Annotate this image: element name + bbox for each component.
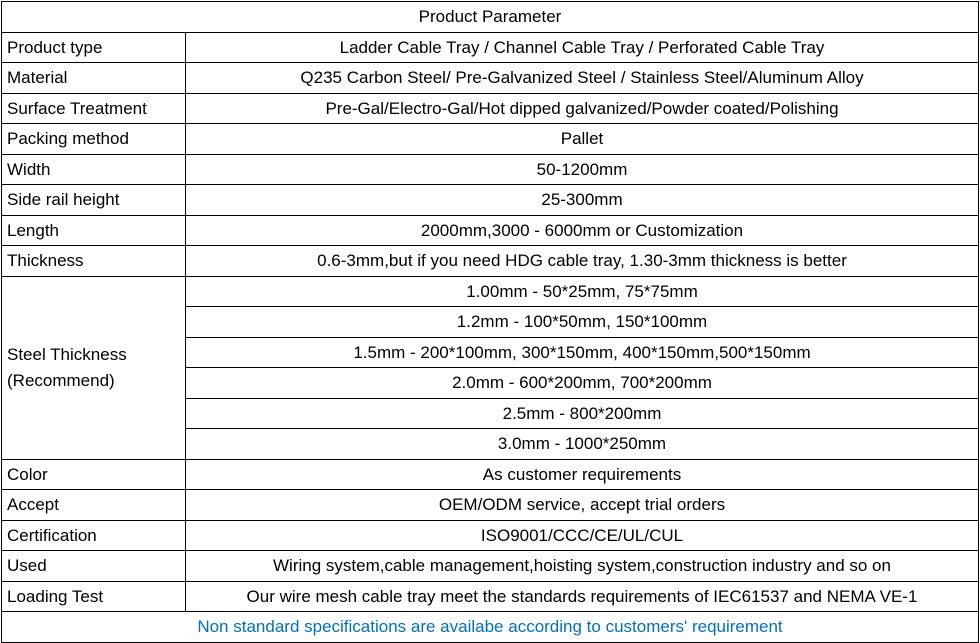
table-row: Accept OEM/ODM service, accept trial ord… xyxy=(2,490,979,521)
product-parameter-table: Product Parameter Product type Ladder Ca… xyxy=(1,1,979,643)
row-label: Length xyxy=(2,215,186,246)
row-value: 50-1200mm xyxy=(186,154,979,185)
row-label: Surface Treatment xyxy=(2,93,186,124)
row-label: Side rail height xyxy=(2,185,186,216)
table-header-row: Product Parameter xyxy=(2,2,979,33)
table-footer-row: Non standard specifications are availabe… xyxy=(2,612,979,643)
table-row: Product type Ladder Cable Tray / Channel… xyxy=(2,32,979,63)
row-value: Wiring system,cable management,hoisting … xyxy=(186,551,979,582)
table-row: Steel Thickness (Recommend) 1.00mm - 50*… xyxy=(2,276,979,307)
row-label: Loading Test xyxy=(2,581,186,612)
steel-thickness-value: 1.5mm - 200*100mm, 300*150mm, 400*150mm,… xyxy=(186,337,979,368)
row-value: Q235 Carbon Steel/ Pre-Galvanized Steel … xyxy=(186,63,979,94)
row-label: Accept xyxy=(2,490,186,521)
steel-thickness-label: Steel Thickness (Recommend) xyxy=(2,276,186,459)
row-label: Product type xyxy=(2,32,186,63)
table-row: Side rail height 25-300mm xyxy=(2,185,979,216)
row-label: Color xyxy=(2,459,186,490)
table-row: Color As customer requirements xyxy=(2,459,979,490)
row-value: Our wire mesh cable tray meet the standa… xyxy=(186,581,979,612)
row-label: Thickness xyxy=(2,246,186,277)
row-label: Width xyxy=(2,154,186,185)
table-row: Used Wiring system,cable management,hois… xyxy=(2,551,979,582)
table-row: Certification ISO9001/CCC/CE/UL/CUL xyxy=(2,520,979,551)
steel-thickness-value: 1.00mm - 50*25mm, 75*75mm xyxy=(186,276,979,307)
row-value: Ladder Cable Tray / Channel Cable Tray /… xyxy=(186,32,979,63)
row-label: Used xyxy=(2,551,186,582)
table-row: Packing method Pallet xyxy=(2,124,979,155)
table-row: Surface Treatment Pre-Gal/Electro-Gal/Ho… xyxy=(2,93,979,124)
row-value: Pallet xyxy=(186,124,979,155)
row-label: Packing method xyxy=(2,124,186,155)
row-value: 0.6-3mm,but if you need HDG cable tray, … xyxy=(186,246,979,277)
steel-thickness-value: 1.2mm - 100*50mm, 150*100mm xyxy=(186,307,979,338)
row-value: OEM/ODM service, accept trial orders xyxy=(186,490,979,521)
steel-thickness-value: 2.0mm - 600*200mm, 700*200mm xyxy=(186,368,979,399)
steel-thickness-value: 3.0mm - 1000*250mm xyxy=(186,429,979,460)
row-label: Certification xyxy=(2,520,186,551)
table-row: Width 50-1200mm xyxy=(2,154,979,185)
steel-thickness-value: 2.5mm - 800*200mm xyxy=(186,398,979,429)
table-row: Material Q235 Carbon Steel/ Pre-Galvaniz… xyxy=(2,63,979,94)
table-title: Product Parameter xyxy=(2,2,979,33)
footer-note: Non standard specifications are availabe… xyxy=(2,612,979,643)
row-value: As customer requirements xyxy=(186,459,979,490)
table-row: Thickness 0.6-3mm,but if you need HDG ca… xyxy=(2,246,979,277)
table-row: Loading Test Our wire mesh cable tray me… xyxy=(2,581,979,612)
row-value: Pre-Gal/Electro-Gal/Hot dipped galvanize… xyxy=(186,93,979,124)
row-value: ISO9001/CCC/CE/UL/CUL xyxy=(186,520,979,551)
row-value: 2000mm,3000 - 6000mm or Customization xyxy=(186,215,979,246)
row-label: Material xyxy=(2,63,186,94)
table-row: Length 2000mm,3000 - 6000mm or Customiza… xyxy=(2,215,979,246)
row-value: 25-300mm xyxy=(186,185,979,216)
